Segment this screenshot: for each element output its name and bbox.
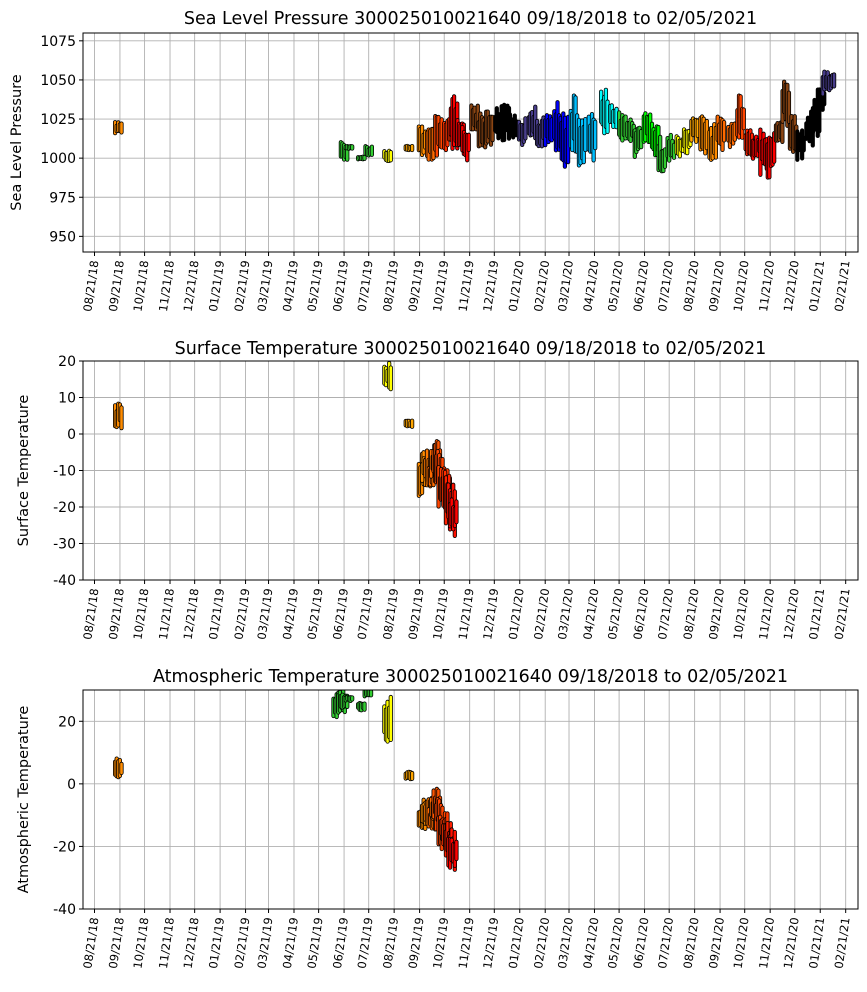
y-tick-label: 950	[49, 229, 76, 245]
data-segment	[795, 128, 806, 162]
y-tick-label: 1000	[40, 151, 76, 167]
data-marks	[113, 690, 459, 872]
data-segment	[403, 143, 415, 153]
data-segment	[343, 694, 355, 703]
data-segment	[356, 154, 367, 162]
chart-title: Sea Level Pressure 300025010021640 09/18…	[184, 9, 757, 29]
y-tick-label: 0	[67, 427, 76, 443]
data-segment	[113, 120, 124, 136]
data-segment	[516, 116, 528, 148]
data-segment	[599, 87, 610, 136]
data-segment	[735, 93, 746, 140]
y-tick-label: 20	[58, 354, 76, 370]
data-segment	[698, 114, 709, 156]
data-segment	[543, 113, 554, 148]
data-segment	[586, 111, 598, 163]
data-segment	[656, 134, 668, 174]
y-tick-label: -20	[53, 500, 76, 516]
data-segment	[641, 111, 653, 144]
data-segment	[773, 120, 785, 144]
y-axis-label: Surface Temperature	[16, 395, 32, 547]
axes-frame	[82, 689, 859, 910]
data-segment	[758, 127, 769, 177]
y-tick-label: -40	[53, 902, 76, 918]
data-segment	[363, 144, 374, 158]
y-axis-label: Atmospheric Temperature	[16, 706, 32, 894]
y-tick-label: 0	[67, 777, 76, 793]
data-segment	[743, 128, 755, 158]
data-segment	[617, 110, 628, 143]
data-segment	[825, 70, 837, 93]
y-tick-label: 1050	[40, 73, 76, 89]
data-segment	[780, 79, 792, 128]
data-segment	[382, 148, 393, 164]
y-tick-label: -30	[53, 537, 76, 553]
data-segment	[632, 125, 644, 159]
data-segment	[343, 144, 355, 151]
data-marks	[113, 361, 459, 538]
data-segment	[460, 124, 471, 163]
data-segment	[356, 701, 367, 713]
y-tick-label: -10	[53, 464, 76, 480]
data-segment	[665, 132, 677, 163]
data-segment	[416, 124, 428, 158]
data-segment	[382, 694, 393, 744]
data-segment	[447, 497, 459, 532]
data-segment	[765, 131, 777, 180]
data-segment	[534, 115, 546, 149]
data-segment	[403, 418, 415, 429]
data-segment	[576, 116, 588, 168]
y-tick-label: 975	[49, 190, 76, 206]
y-tick-label: 10	[58, 391, 76, 407]
data-segment	[608, 103, 619, 130]
y-axis-label: Sea Level Pressure	[9, 74, 25, 210]
data-segment	[424, 126, 436, 162]
data-segment	[113, 756, 124, 780]
data-segment	[689, 116, 700, 144]
data-segment	[382, 361, 393, 392]
data-segment	[433, 114, 444, 158]
chart-title: Surface Temperature 300025010021640 09/1…	[175, 339, 767, 359]
data-segment	[484, 109, 495, 147]
y-tick-label: 1025	[40, 112, 76, 128]
data-segment	[715, 114, 727, 152]
data-segment	[447, 836, 459, 870]
data-marks	[113, 69, 837, 180]
y-tick-label: 20	[58, 714, 76, 730]
data-segment	[726, 121, 737, 150]
data-segment	[403, 769, 415, 782]
y-tick-label: -20	[53, 839, 76, 855]
axes-frame	[82, 32, 859, 253]
y-tick-label: -40	[53, 573, 76, 589]
y-tick-label: 1075	[40, 34, 76, 50]
data-segment	[113, 401, 124, 431]
chart-title: Atmospheric Temperature 300025010021640 …	[153, 667, 788, 687]
data-segment	[559, 111, 571, 169]
data-segment	[707, 122, 718, 162]
data-segment	[362, 690, 374, 699]
data-segment	[507, 112, 519, 140]
